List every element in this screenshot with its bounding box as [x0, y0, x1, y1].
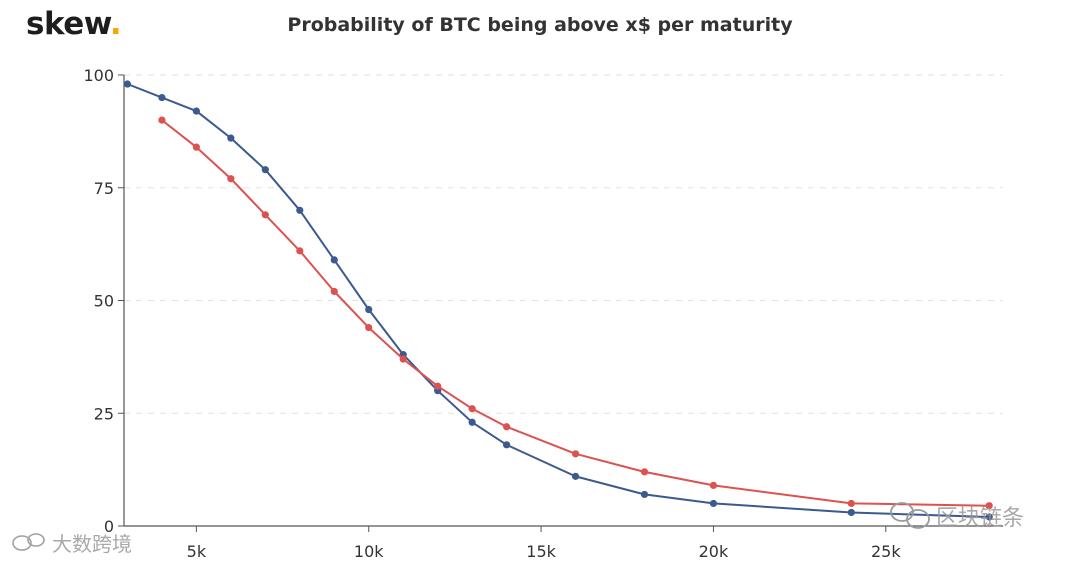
data-point-red	[503, 423, 511, 431]
y-tick-label: 50	[94, 292, 114, 311]
logo-text: skew	[26, 6, 110, 42]
x-tick-label: 25k	[871, 542, 901, 561]
data-point-red	[227, 175, 235, 183]
series-blue	[123, 80, 993, 521]
data-point-blue	[847, 508, 855, 517]
right-watermark-text: 区块链条	[936, 506, 1024, 531]
data-point-blue	[330, 256, 338, 264]
data-point-red	[434, 382, 442, 390]
data-point-red	[640, 468, 649, 476]
x-tick-label: 20k	[699, 542, 729, 561]
wechat-icon	[890, 502, 930, 529]
axes	[118, 74, 1003, 532]
grid-lines	[124, 74, 1003, 414]
data-point-red	[330, 287, 338, 296]
data-point-blue	[261, 166, 269, 174]
data-point-red	[468, 405, 476, 413]
watermarks: 大数跨境 区块链条	[12, 502, 1024, 556]
data-point-blue	[158, 93, 166, 102]
data-point-blue	[709, 499, 718, 508]
data-point-blue	[503, 441, 511, 449]
data-point-blue	[192, 107, 200, 115]
series	[123, 80, 993, 521]
x-tick-label: 5k	[187, 542, 207, 561]
y-tick-label: 75	[94, 179, 114, 198]
left-watermark: 大数跨境	[12, 532, 132, 556]
logo-dot: .	[109, 6, 122, 42]
data-point-blue	[123, 80, 132, 88]
y-tick-label: 0	[104, 517, 114, 536]
chat-bubble-icon	[12, 533, 45, 551]
data-point-blue	[227, 134, 235, 142]
chart-title: Probability of BTC being above x$ per ma…	[287, 14, 793, 36]
x-tick-label: 10k	[354, 542, 384, 561]
data-point-red	[399, 355, 407, 363]
data-point-red	[261, 211, 269, 219]
data-point-blue	[468, 418, 476, 426]
left-watermark-text: 大数跨境	[52, 532, 132, 556]
data-point-red	[192, 143, 200, 151]
data-point-red	[709, 481, 718, 490]
data-point-red	[571, 450, 580, 458]
tick-labels: 0 25 50 75 100 5k 10k 15k 20k 25k	[83, 66, 901, 561]
data-point-red	[985, 502, 993, 510]
y-tick-label: 25	[94, 404, 114, 423]
skew-logo: skew.	[26, 6, 122, 42]
data-point-red	[365, 323, 373, 332]
data-point-red	[296, 247, 304, 255]
data-point-red	[847, 499, 855, 508]
data-point-red	[158, 116, 166, 124]
x-tick-label: 15k	[526, 542, 556, 561]
data-point-blue	[571, 472, 580, 480]
data-point-blue	[640, 490, 649, 499]
series-line-red	[160, 119, 991, 507]
right-watermark: 区块链条	[890, 502, 1024, 531]
data-point-blue	[365, 305, 373, 314]
series-red	[158, 116, 993, 510]
data-point-blue	[985, 513, 993, 521]
y-tick-label: 100	[83, 66, 114, 85]
data-point-blue	[296, 206, 304, 214]
